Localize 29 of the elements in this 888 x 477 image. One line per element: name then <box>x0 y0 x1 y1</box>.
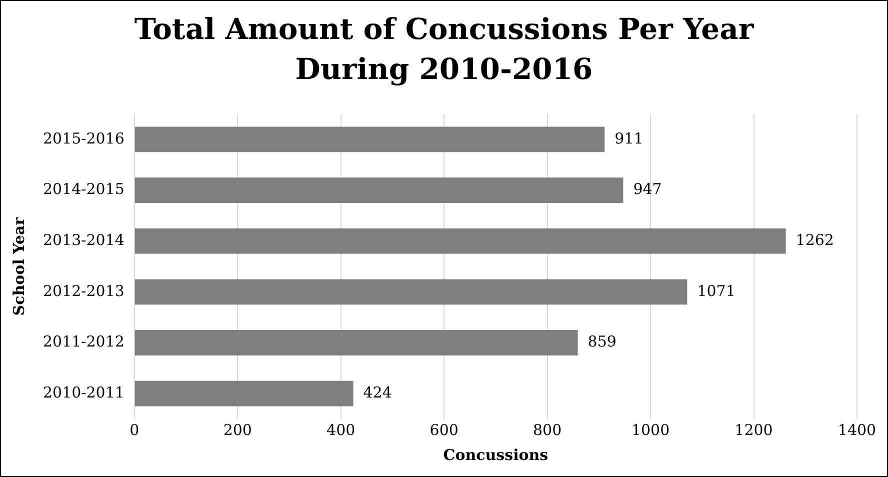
x-axis-title: Concussions <box>443 446 548 464</box>
x-tick-label: 1200 <box>734 420 773 439</box>
data-label: 911 <box>614 129 644 148</box>
data-label: 1262 <box>796 230 834 249</box>
x-tick-label: 1400 <box>838 420 876 439</box>
chart-title: Total Amount of Concussions Per Year During 2010-2016 <box>133 11 755 88</box>
data-label: 424 <box>363 383 392 402</box>
y-tick-label: 2015-2016 <box>42 129 124 148</box>
bar <box>134 279 688 305</box>
bar <box>134 228 786 254</box>
y-tick-label: 2013-2014 <box>42 230 124 249</box>
y-axis-title: School Year <box>10 216 28 316</box>
bar <box>134 126 605 152</box>
x-tick-label: 800 <box>533 420 562 439</box>
x-tick-label: 1000 <box>631 420 670 439</box>
data-label: 1071 <box>697 282 736 300</box>
x-tick-label: 200 <box>223 420 252 439</box>
data-label: 947 <box>633 180 662 198</box>
y-tick-label: 2011-2012 <box>42 332 124 351</box>
y-tick-label: 2014-2015 <box>42 180 124 198</box>
bar <box>134 380 354 406</box>
x-tick-label: 600 <box>430 420 458 439</box>
bar <box>134 330 578 356</box>
bar <box>134 178 624 203</box>
x-tick-label: 0 <box>130 420 140 439</box>
x-tick-label: 400 <box>326 420 356 439</box>
data-label: 859 <box>588 332 616 351</box>
y-tick-label: 2012-2013 <box>42 282 124 300</box>
y-tick-label: 2010-2011 <box>42 383 124 402</box>
